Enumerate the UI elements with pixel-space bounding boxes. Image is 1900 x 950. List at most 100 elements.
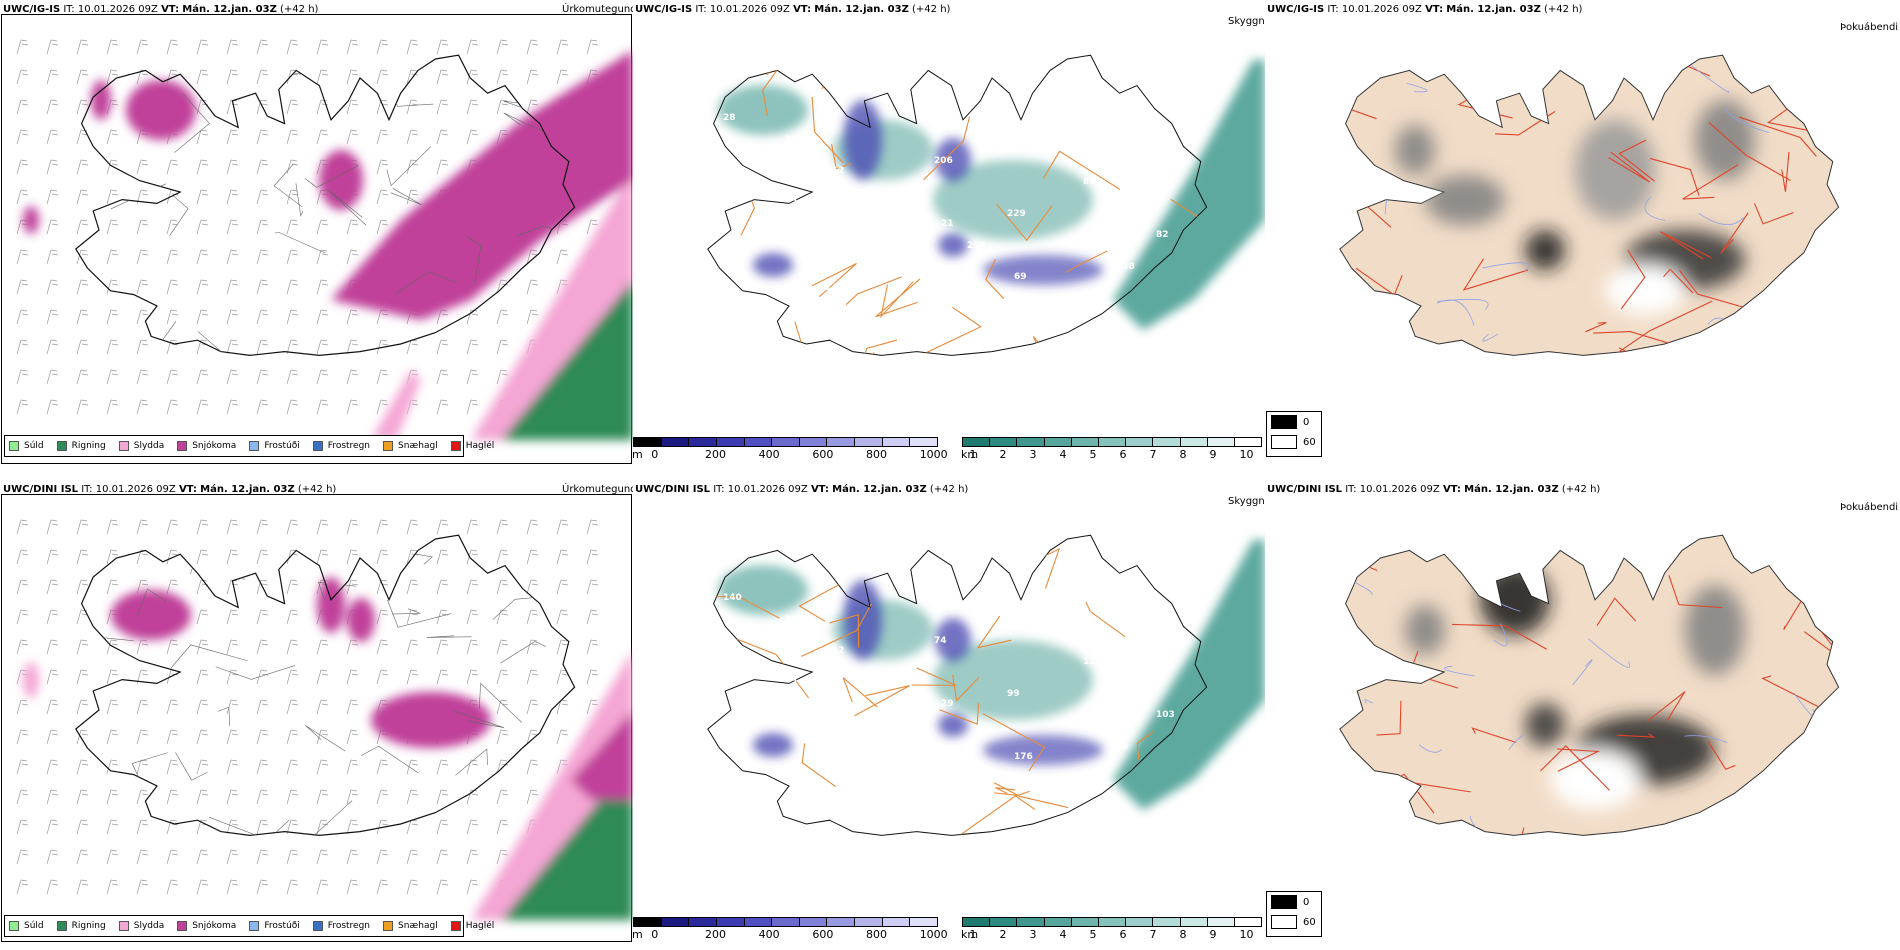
- wind-barb: [496, 519, 509, 535]
- wind-barb: [406, 159, 419, 175]
- wind-barb: [76, 249, 89, 265]
- wind-barb: [556, 579, 569, 595]
- wind-barb: [346, 549, 359, 565]
- road: [708, 830, 794, 836]
- wind-barb: [526, 99, 539, 115]
- legend-item: Slydda: [118, 441, 164, 451]
- precip-type-map-bottom: UWC/DINI ISL IT: 10.01.2026 09Z VT: Mán.…: [1, 480, 633, 950]
- wind-barb: [406, 879, 419, 895]
- road: [940, 866, 990, 896]
- road: [1720, 212, 1749, 254]
- river: [1698, 212, 1744, 225]
- panel-header: UWC/IG-IS IT: 10.01.2026 09Z VT: Mán. 12…: [1267, 4, 1583, 15]
- road: [215, 665, 296, 680]
- colorbar-cell: [882, 918, 911, 926]
- wind-barb: [316, 249, 329, 265]
- wind-barb: [46, 189, 59, 205]
- fog-legend-swatch: [1271, 895, 1297, 909]
- fog-legend: 0 60: [1266, 411, 1322, 457]
- visibility-area: [933, 160, 1093, 240]
- colorbar-tick: 800: [866, 928, 888, 941]
- wind-barb: [16, 309, 29, 325]
- fog-map-svg: [1339, 534, 1840, 869]
- wind-barb: [76, 99, 89, 115]
- wind-barb: [316, 219, 329, 235]
- colorbar-cell: [827, 918, 856, 926]
- elevation-label: 74: [934, 636, 947, 646]
- wind-barb: [166, 849, 179, 865]
- wind-barb: [556, 639, 569, 655]
- wind-barb: [166, 699, 179, 715]
- legend-label: Snæhagl: [398, 921, 438, 931]
- road: [669, 103, 706, 175]
- wind-barb: [286, 549, 299, 565]
- wind-barb: [76, 639, 89, 655]
- road: [1576, 846, 1615, 869]
- wind-barb: [196, 519, 209, 535]
- elevation-label: 140: [792, 198, 811, 208]
- wind-barb: [46, 339, 59, 355]
- road: [578, 550, 616, 572]
- elevation-label: 103: [792, 678, 811, 688]
- river: [1508, 734, 1524, 751]
- panel-title: Úrkomutegund: [562, 4, 633, 15]
- wind-barb: [346, 69, 359, 85]
- wind-barb: [136, 789, 149, 805]
- wind-barb: [166, 549, 179, 565]
- road: [1678, 269, 1759, 313]
- wind-barb: [76, 879, 89, 895]
- colorbar-cell: [716, 918, 745, 926]
- river: [1644, 196, 1666, 221]
- road: [960, 795, 1036, 836]
- wind-barb: [106, 69, 119, 85]
- wind-barb: [136, 819, 149, 835]
- wind-barb: [166, 279, 179, 295]
- road: [165, 189, 189, 237]
- wind-barb: [46, 369, 59, 385]
- wind-barb: [46, 879, 59, 895]
- road: [801, 743, 836, 788]
- wind-barb: [196, 39, 209, 55]
- wind-barb: [436, 519, 449, 535]
- colorbar-tick: 8: [1179, 928, 1187, 941]
- wind-barb: [556, 609, 569, 625]
- wind-barb: [346, 249, 359, 265]
- panel-title: Skyggni: [1228, 496, 1265, 507]
- fog-patch: [1685, 585, 1745, 675]
- wind-barb: [376, 219, 389, 235]
- wind-barb: [16, 729, 29, 745]
- wind-barb: [196, 309, 209, 325]
- wind-barb: [76, 549, 89, 565]
- wind-barb: [376, 609, 389, 625]
- road: [1389, 825, 1438, 834]
- colorbar-cell: [1207, 918, 1235, 926]
- wind-barb: [436, 99, 449, 115]
- wind-barb: [436, 819, 449, 835]
- wind-barb: [106, 549, 119, 565]
- wind-barb: [106, 759, 119, 775]
- wind-barb: [46, 219, 59, 235]
- wind-barb: [196, 249, 209, 265]
- elevation-label: 87: [1123, 625, 1136, 635]
- high-elevation-area: [938, 713, 968, 737]
- wind-barb: [256, 69, 269, 85]
- road: [27, 327, 46, 372]
- road: [305, 865, 372, 888]
- wind-barb: [166, 789, 179, 805]
- elevation-label: 21: [941, 219, 954, 229]
- colorbar-tick: 0: [651, 928, 659, 941]
- colorbar-tick: 3: [1029, 448, 1037, 461]
- wind-barb: [586, 549, 599, 565]
- colorbar-cell: [1180, 438, 1208, 446]
- colorbar-tick: 0: [651, 448, 659, 461]
- colorbar-cell: [1098, 918, 1127, 926]
- river: [1529, 373, 1548, 383]
- wind-barb: [496, 609, 509, 625]
- elevation-colorbar: m 0 200 400 600 800 1000: [633, 437, 948, 461]
- road: [466, 236, 482, 284]
- wind-barb: [16, 69, 29, 85]
- wind-barb: [346, 369, 359, 385]
- wind-barb: [226, 879, 239, 895]
- colorbar-unit: km: [961, 928, 979, 941]
- wind-barb: [376, 789, 389, 805]
